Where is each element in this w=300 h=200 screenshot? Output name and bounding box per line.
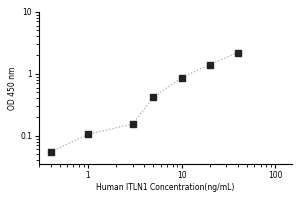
Point [179,76,184,79]
Point [236,51,240,54]
Point [151,96,156,99]
Y-axis label: OD 450 nm: OD 450 nm [8,66,17,110]
Point [130,122,135,126]
Point [48,150,53,153]
Point [85,133,90,136]
X-axis label: Human ITLN1 Concentration(ng/mL): Human ITLN1 Concentration(ng/mL) [96,183,235,192]
Point [207,63,212,66]
